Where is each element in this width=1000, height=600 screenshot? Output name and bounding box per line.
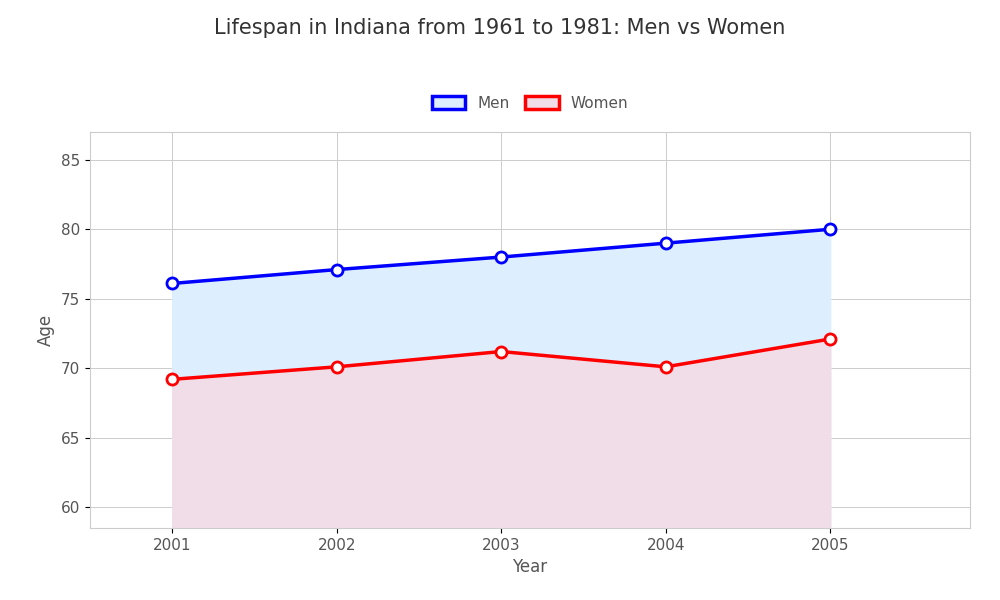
Y-axis label: Age: Age [37, 314, 55, 346]
Legend: Men, Women: Men, Women [424, 88, 636, 119]
X-axis label: Year: Year [512, 558, 548, 576]
Text: Lifespan in Indiana from 1961 to 1981: Men vs Women: Lifespan in Indiana from 1961 to 1981: M… [214, 18, 786, 38]
